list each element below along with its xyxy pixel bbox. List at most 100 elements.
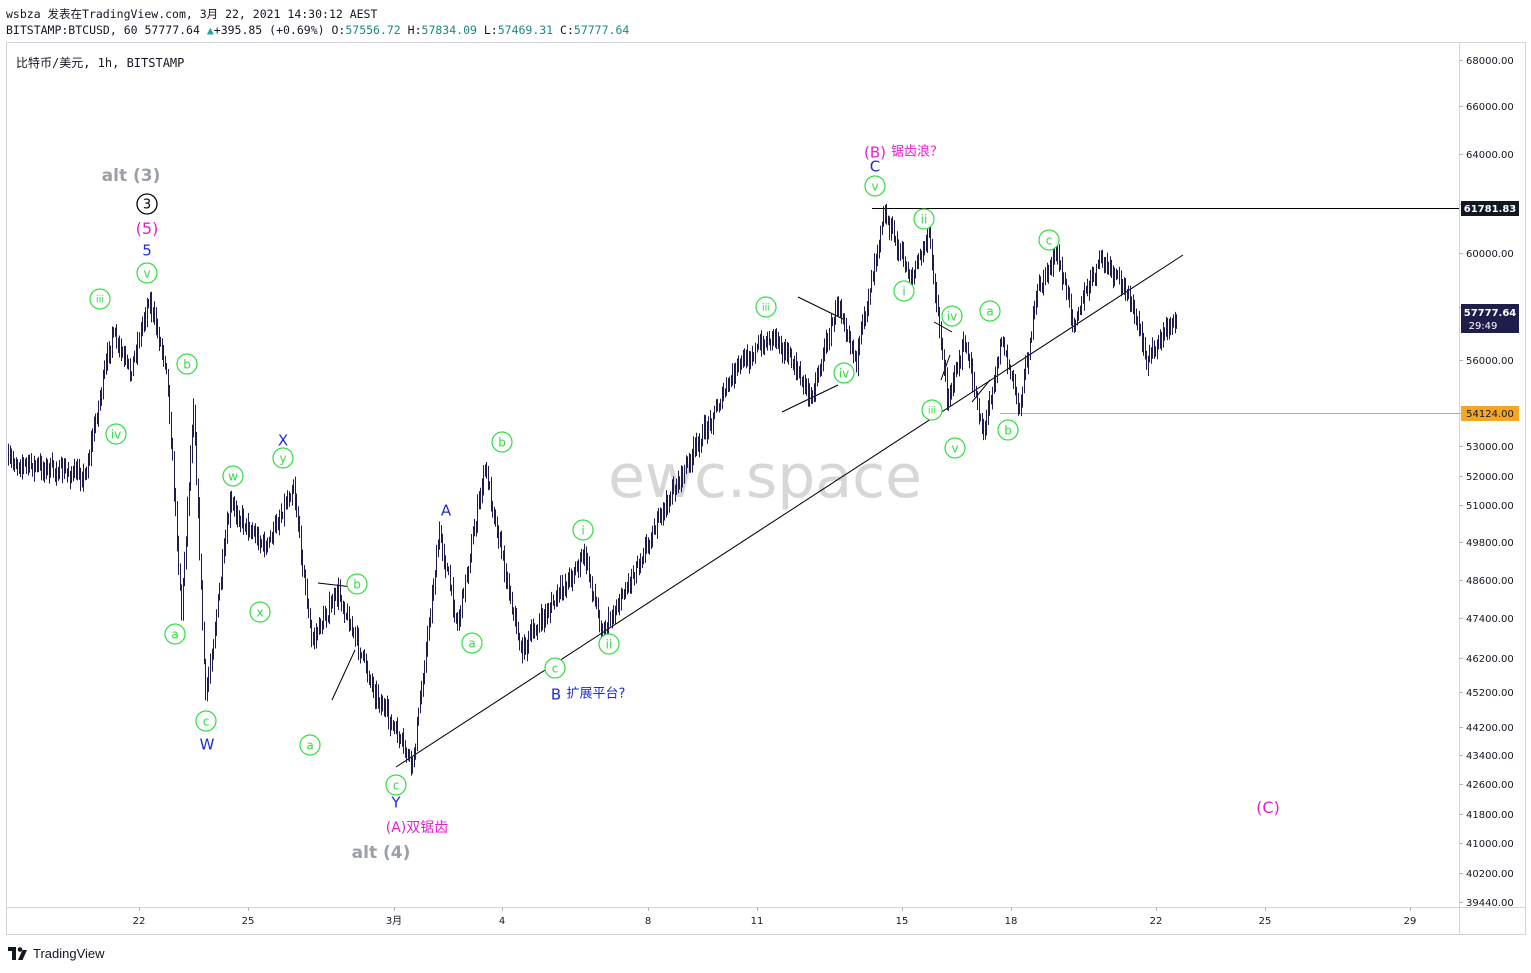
candle-body [906,266,907,270]
candle-body [939,314,940,331]
open-value: 57556.72 [345,23,401,37]
candle-body [811,390,812,396]
candle-body [1034,304,1035,315]
candle-body [954,369,955,383]
candle-body [387,706,388,709]
candle-body [1102,258,1103,263]
candle-body [411,753,412,766]
candle-body [649,543,650,546]
drawing-line[interactable] [971,379,991,403]
candle-body [382,703,383,710]
candle-body [566,584,567,588]
candle-body [38,463,39,465]
candle-body [895,239,896,241]
candle-body [304,569,305,572]
candle-body [1007,353,1008,364]
time-tick-label: 29 [1404,916,1417,927]
candle-body [1077,317,1078,323]
candle-body [791,353,792,366]
candle-body [252,531,253,533]
candle-body [770,341,771,344]
candle-body [248,520,249,531]
candle-body [299,525,300,531]
candle-body [963,341,964,349]
candle-body [65,468,66,471]
wave-label: b [498,435,506,449]
candle-body [1149,350,1150,358]
candle-body [192,433,193,455]
candle-body [1081,298,1082,312]
trendline[interactable] [395,254,1184,768]
candle-body [438,545,439,552]
candle-body [208,674,209,687]
candle-body [537,626,538,634]
candle-body [421,688,422,702]
price-axis[interactable]: 68000.0066000.0064000.0062000.0060000.00… [1459,56,1514,909]
candle-body [655,531,656,533]
candle-body [190,454,191,486]
candle-body [1030,340,1031,356]
time-axis[interactable]: 22 25 3月 4 8 11 15 18 22 25 29 [133,907,1417,927]
candle-body [58,475,59,477]
candle-body [627,586,628,590]
candle-body [654,528,655,533]
candle-body [986,414,987,426]
candle-body [89,455,90,462]
candle-body [1051,266,1052,268]
drawing-line[interactable] [331,649,356,701]
candle-body [323,614,324,625]
candle-body [752,355,753,360]
candle-body [433,587,434,596]
candle-body [544,617,545,623]
drawing-line[interactable] [933,321,953,333]
candle-body [753,355,754,357]
candle-body [451,587,452,589]
candle-body [116,334,117,345]
candle-body [599,613,600,629]
candle-body [162,342,163,350]
candle-body [266,546,267,552]
candle-body [575,566,576,574]
candle-body [1050,266,1051,269]
candle-body [908,266,909,277]
candle-body [530,635,531,637]
candle-body [1143,342,1144,348]
candle-body [672,486,673,501]
candle-body [68,472,69,475]
candle-body [107,351,108,362]
drawing-line[interactable] [317,582,353,588]
candle-body [562,585,563,590]
candle-body [941,330,942,346]
drawing-line[interactable] [797,296,844,320]
wave-label: W [200,735,215,753]
candle-body [480,493,481,499]
candle-body [260,542,261,546]
candle-body [938,302,939,315]
wave-label-circle [944,437,966,459]
wave-label-circle [249,601,271,623]
candle-body [233,503,234,507]
candle-body [255,532,256,539]
candle-body [384,706,385,710]
candle-body [278,525,279,528]
candle-body [729,380,730,385]
wave-label: a [171,627,178,641]
candle-body [85,472,86,475]
candle-body [94,424,95,439]
candle-body [541,614,542,622]
candle-body [205,661,206,693]
candle-body [196,442,197,483]
candle-body [1172,324,1173,326]
candle-body [820,367,821,373]
candle-body [959,360,960,372]
candle-body [287,499,288,506]
tradingview-logo[interactable]: TradingView [8,946,105,961]
candle-body [914,271,915,277]
candles [8,203,1177,776]
candle-body [366,657,367,670]
wave-label: iii [96,295,104,306]
candle-body [557,592,558,597]
wave-label: (C) [1256,798,1280,817]
candle-body [902,251,903,253]
